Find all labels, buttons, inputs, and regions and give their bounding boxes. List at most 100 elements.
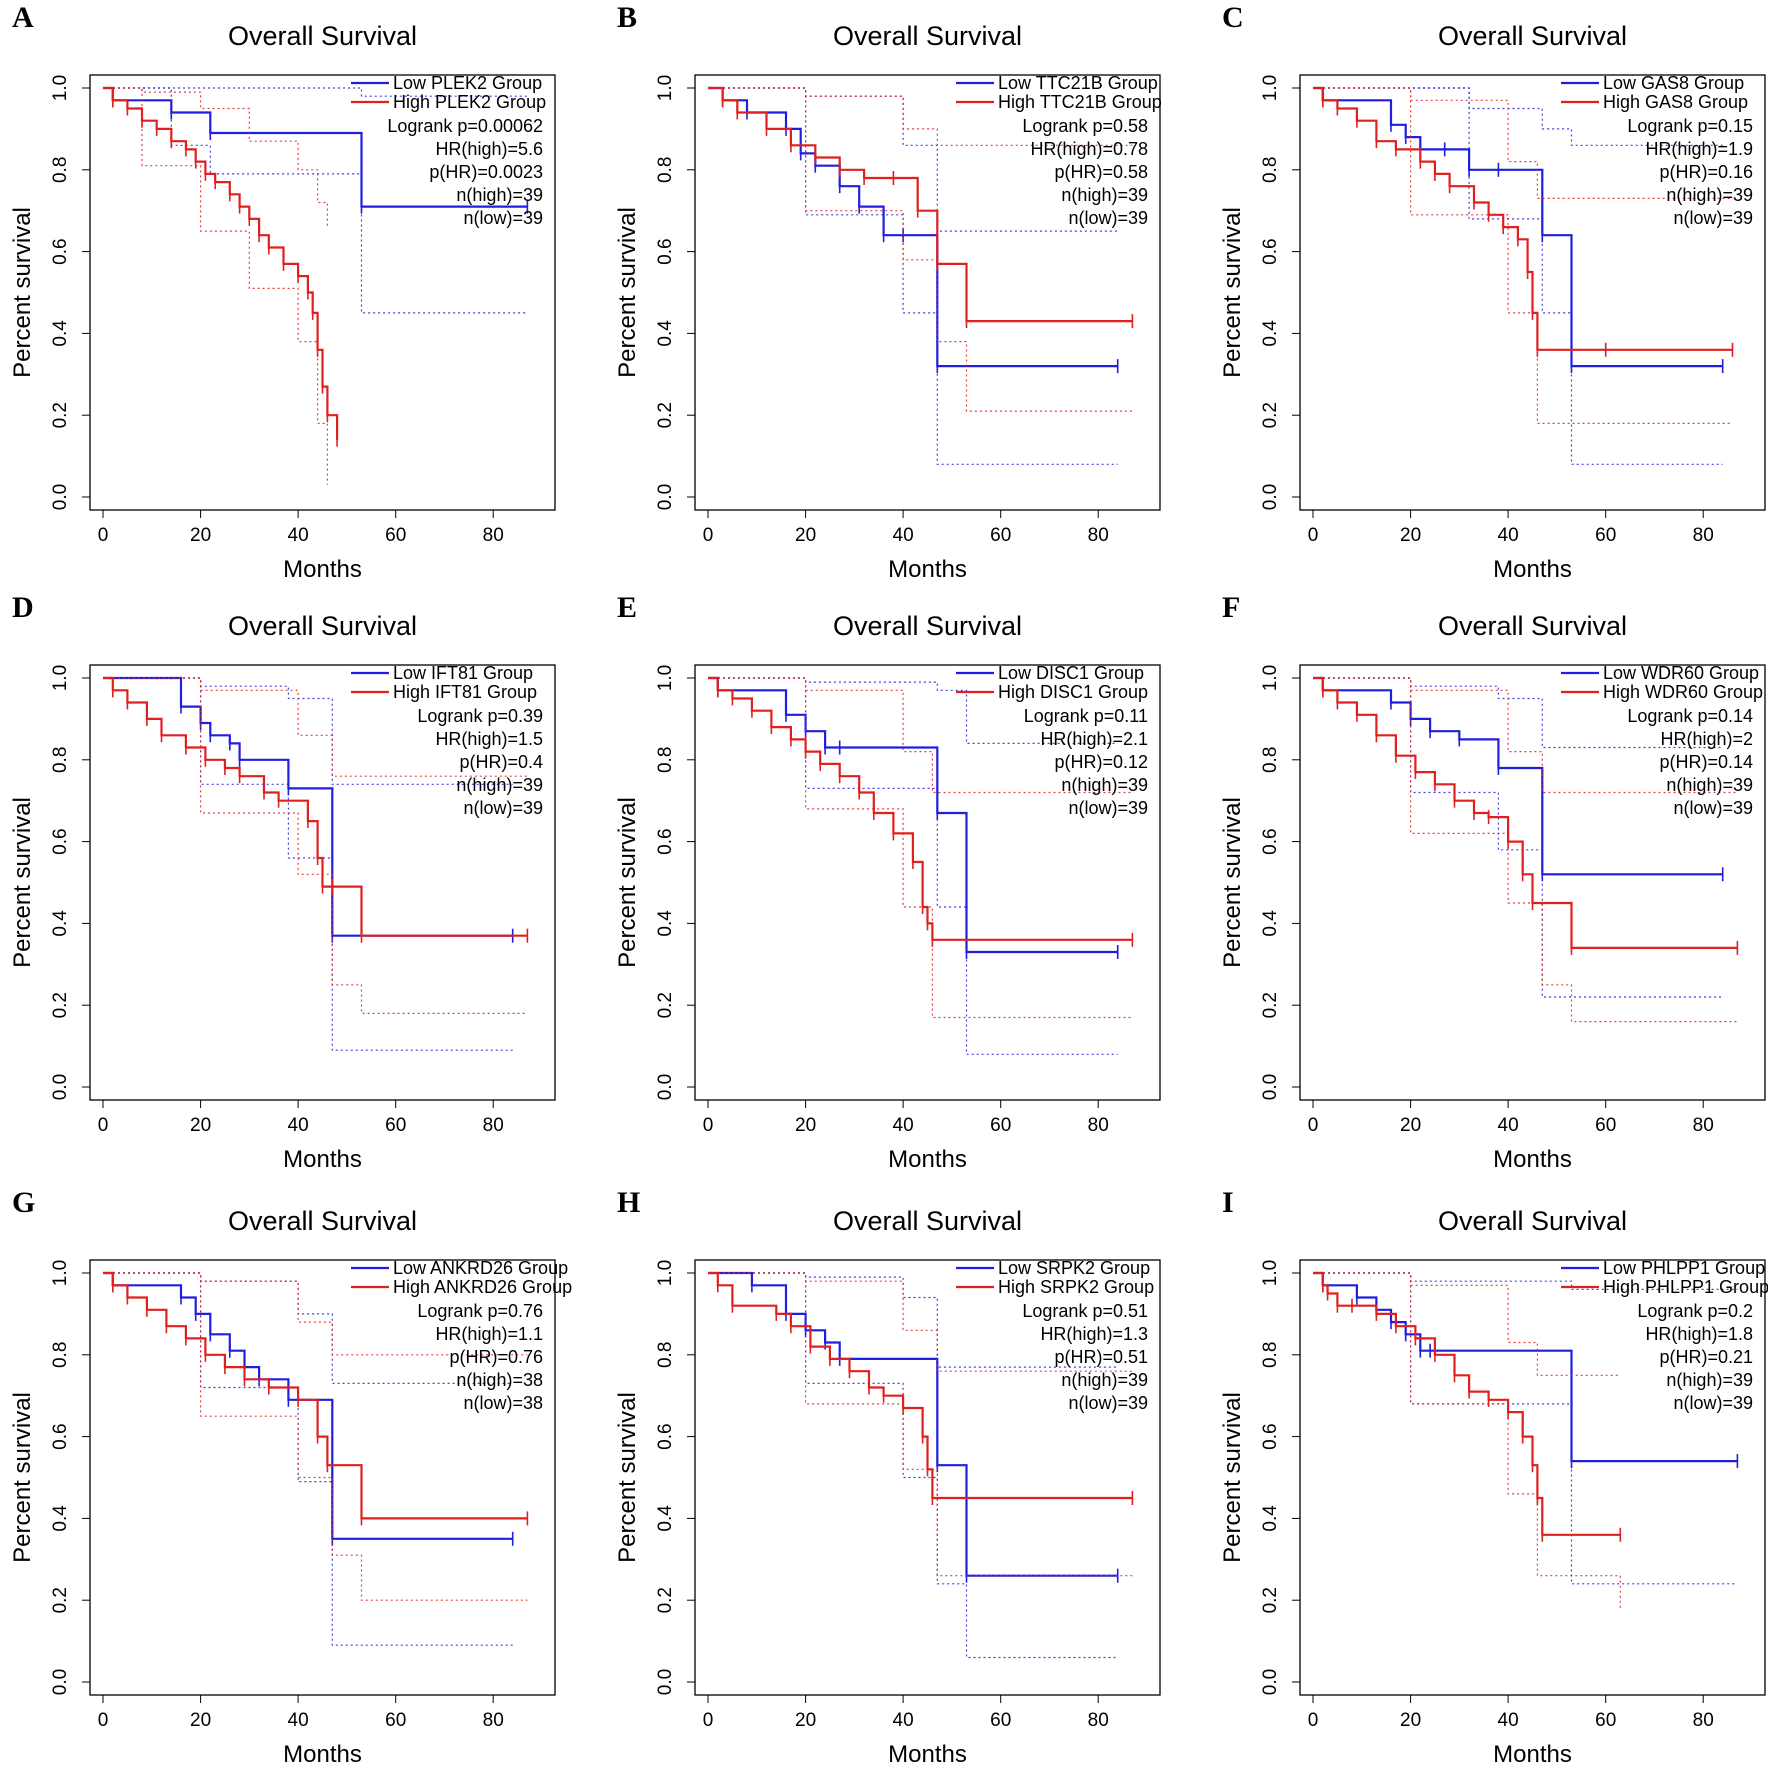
y-tick-label: 0.6 bbox=[1260, 238, 1281, 264]
stat-line: HR(high)=1.9 bbox=[1645, 139, 1753, 159]
stat-line: p(HR)=0.76 bbox=[449, 1347, 543, 1367]
y-tick-label: 0.0 bbox=[1260, 1074, 1281, 1100]
x-tick-label: 80 bbox=[1693, 1115, 1714, 1136]
survival-curve bbox=[1313, 86, 1723, 368]
y-tick-label: 0.8 bbox=[50, 1342, 71, 1368]
panel-a: A Overall Survival 0.0 0.2 0.4 0.6 0.8 1.0 0 20 40… bbox=[9, 1, 556, 583]
survival-curve bbox=[708, 676, 1118, 954]
stat-line: Logrank p=0.14 bbox=[1627, 706, 1753, 726]
y-tick-label: 1.0 bbox=[50, 665, 71, 691]
chart-title: Overall Survival bbox=[228, 21, 417, 51]
x-tick-label: 0 bbox=[98, 1710, 109, 1731]
y-tick-label: 0.0 bbox=[655, 1669, 676, 1695]
y-tick-label: 0.6 bbox=[50, 238, 71, 264]
stat-line: n(high)=39 bbox=[1666, 185, 1753, 205]
stat-line: n(low)=38 bbox=[463, 1393, 543, 1413]
chart-title: Overall Survival bbox=[1438, 611, 1627, 641]
y-tick-label: 0.0 bbox=[50, 1669, 71, 1695]
legend-label: High SRPK2 Group bbox=[998, 1277, 1154, 1297]
stat-line: p(HR)=0.12 bbox=[1054, 752, 1148, 772]
panel-letter: E bbox=[617, 591, 637, 624]
legend-label: Low GAS8 Group bbox=[1603, 73, 1744, 93]
x-axis-label: Months bbox=[1493, 1741, 1572, 1768]
y-tick-label: 0.0 bbox=[655, 1074, 676, 1100]
stat-line: HR(high)=1.3 bbox=[1040, 1324, 1148, 1344]
x-tick-label: 20 bbox=[1400, 1115, 1421, 1136]
x-tick-label: 60 bbox=[385, 1115, 406, 1136]
survival-curve bbox=[103, 676, 528, 937]
y-tick-label: 0.2 bbox=[50, 992, 71, 1018]
y-tick-label: 1.0 bbox=[655, 75, 676, 101]
x-tick-label: 40 bbox=[1498, 1115, 1519, 1136]
y-tick-label: 0.2 bbox=[655, 992, 676, 1018]
x-tick-label: 40 bbox=[288, 1115, 309, 1136]
x-tick-label: 80 bbox=[1088, 1115, 1109, 1136]
stat-line: HR(high)=0.78 bbox=[1030, 139, 1148, 159]
y-tick-label: 0.0 bbox=[1260, 484, 1281, 510]
y-tick-label: 0.2 bbox=[655, 402, 676, 428]
chart-title: Overall Survival bbox=[228, 1206, 417, 1236]
x-tick-label: 60 bbox=[1595, 1710, 1616, 1731]
x-tick-label: 40 bbox=[893, 525, 914, 546]
y-tick-label: 0.4 bbox=[50, 1505, 71, 1532]
stat-line: HR(high)=5.6 bbox=[435, 139, 543, 159]
panel-letter: G bbox=[12, 1186, 35, 1219]
x-tick-label: 60 bbox=[385, 525, 406, 546]
ci-lower-line bbox=[708, 677, 1133, 1019]
x-tick-label: 40 bbox=[1498, 525, 1519, 546]
panel-letter: D bbox=[12, 591, 34, 624]
stat-line: n(low)=39 bbox=[1068, 1393, 1148, 1413]
panel-letter: I bbox=[1222, 1186, 1234, 1219]
x-tick-label: 20 bbox=[190, 1115, 211, 1136]
plot-frame bbox=[694, 1259, 1161, 1696]
series-high bbox=[103, 1271, 529, 1601]
x-tick-label: 20 bbox=[795, 1710, 816, 1731]
y-tick-label: 0.2 bbox=[50, 402, 71, 428]
chart-title: Overall Survival bbox=[1438, 1206, 1627, 1236]
stat-line: n(high)=39 bbox=[1666, 775, 1753, 795]
ci-upper-line bbox=[708, 1272, 1133, 1372]
x-tick-label: 40 bbox=[1498, 1710, 1519, 1731]
series-low bbox=[708, 86, 1119, 465]
y-tick-label: 0.2 bbox=[655, 1587, 676, 1613]
y-tick-label: 0.4 bbox=[655, 910, 676, 937]
stat-line: n(high)=39 bbox=[1666, 1370, 1753, 1390]
x-tick-label: 80 bbox=[483, 1710, 504, 1731]
stat-line: n(high)=39 bbox=[1061, 775, 1148, 795]
x-axis-label: Months bbox=[888, 1146, 967, 1173]
x-tick-label: 60 bbox=[990, 525, 1011, 546]
panel-b: B Overall Survival 0.0 0.2 0.4 0.6 0.8 1.0 0 20 40… bbox=[614, 1, 1162, 583]
x-tick-label: 0 bbox=[1308, 525, 1319, 546]
legend-label: Low WDR60 Group bbox=[1603, 663, 1759, 683]
plot-frame bbox=[694, 664, 1161, 1101]
y-tick-label: 0.8 bbox=[1260, 747, 1281, 773]
ci-lower-line bbox=[708, 87, 1118, 465]
panel-i: I Overall Survival 0.0 0.2 0.4 0.6 0.8 1.0 0 20 40… bbox=[1219, 1186, 1768, 1768]
x-axis-label: Months bbox=[1493, 556, 1572, 583]
chart-title: Overall Survival bbox=[228, 611, 417, 641]
y-tick-label: 0.6 bbox=[655, 828, 676, 854]
x-tick-label: 20 bbox=[190, 525, 211, 546]
y-axis-label: Percent survival bbox=[9, 207, 36, 378]
stat-line: p(HR)=0.0023 bbox=[429, 162, 543, 182]
stat-line: n(low)=39 bbox=[1068, 208, 1148, 228]
x-tick-label: 80 bbox=[1693, 525, 1714, 546]
y-tick-label: 0.6 bbox=[655, 1423, 676, 1449]
x-tick-label: 60 bbox=[1595, 525, 1616, 546]
ci-lower-line bbox=[708, 1272, 1118, 1659]
x-tick-label: 60 bbox=[1595, 1115, 1616, 1136]
x-tick-label: 0 bbox=[703, 1115, 714, 1136]
survival-curve bbox=[1313, 1271, 1621, 1536]
stat-line: n(low)=39 bbox=[1673, 1393, 1753, 1413]
ci-lower-line bbox=[103, 1272, 528, 1601]
y-tick-label: 1.0 bbox=[50, 1260, 71, 1286]
stat-line: n(high)=39 bbox=[456, 775, 543, 795]
y-tick-label: 0.2 bbox=[50, 1587, 71, 1613]
y-tick-label: 1.0 bbox=[655, 665, 676, 691]
y-tick-label: 0.4 bbox=[1260, 910, 1281, 937]
plot-frame bbox=[1299, 664, 1766, 1101]
ci-upper-line bbox=[1313, 677, 1723, 749]
x-axis-label: Months bbox=[888, 556, 967, 583]
panel-c: C Overall Survival 0.0 0.2 0.4 0.6 0.8 1.0 0 20 40… bbox=[1219, 1, 1766, 583]
